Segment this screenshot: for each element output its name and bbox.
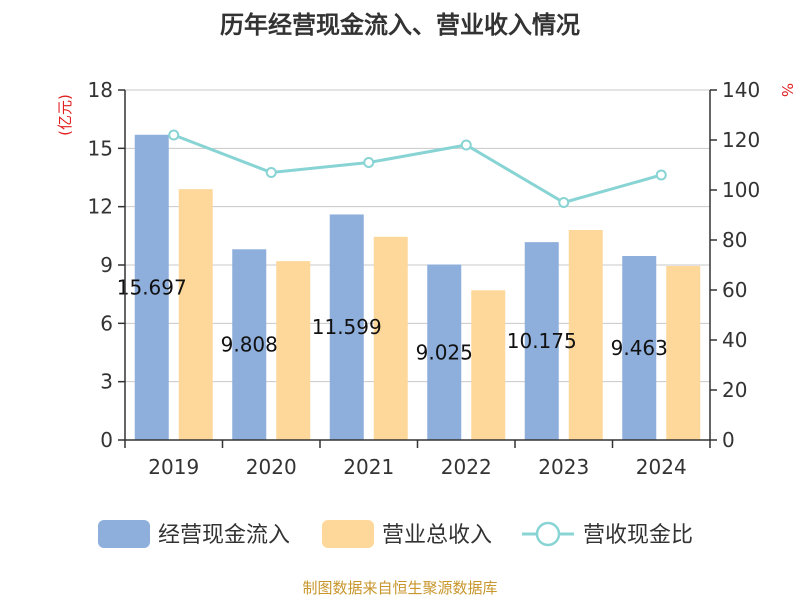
bar-cash-inflow-2022 bbox=[427, 264, 462, 440]
data-label-cash-inflow-2020: 9.808 bbox=[221, 333, 278, 357]
y-left-tick-label: 12 bbox=[88, 195, 113, 219]
legend-swatch-revenue bbox=[322, 520, 374, 548]
data-label-cash-inflow-2022: 9.025 bbox=[416, 340, 473, 364]
y-right-tick-label: 120 bbox=[722, 128, 760, 152]
y-right-axis-label: % bbox=[778, 83, 796, 97]
y-left-tick-label: 18 bbox=[88, 78, 113, 102]
bar-cash-inflow-2023 bbox=[524, 242, 559, 440]
data-label-cash-inflow-2019: 15.697 bbox=[117, 275, 187, 299]
bar-revenue-2023 bbox=[568, 230, 603, 440]
legend-label-ratio: 营收现金比 bbox=[583, 523, 693, 548]
bar-revenue-2019 bbox=[178, 189, 213, 440]
bar-cash-inflow-2024 bbox=[622, 255, 657, 440]
point-ratio-2022 bbox=[460, 139, 472, 151]
y-right-tick-label: 140 bbox=[722, 78, 760, 102]
bar-cash-inflow-2021 bbox=[329, 214, 364, 440]
chart-title: 历年经营现金流入、营业收入情况 bbox=[220, 11, 580, 39]
x-tick-label-2024: 2024 bbox=[636, 455, 687, 479]
x-tick-label-2020: 2020 bbox=[246, 455, 297, 479]
bars bbox=[134, 134, 701, 440]
y-left-tick-label: 0 bbox=[100, 428, 113, 452]
point-ratio-2021 bbox=[363, 157, 375, 168]
y-left-tick-label: 6 bbox=[100, 311, 113, 335]
y-left-tick-labels: 0 3 6 9 12 15 18 bbox=[88, 78, 113, 452]
bar-cash-inflow-2019 bbox=[134, 134, 169, 440]
y-right-tick-label: 40 bbox=[722, 328, 747, 352]
y-right-tick-label: 60 bbox=[722, 278, 747, 302]
x-tick-label-2023: 2023 bbox=[538, 455, 589, 479]
data-label-cash-inflow-2023: 10.175 bbox=[507, 329, 577, 353]
bar-cash-inflow-2020 bbox=[232, 249, 267, 440]
x-tick-label-2021: 2021 bbox=[343, 455, 394, 479]
legend-swatch-cash-inflow bbox=[98, 520, 150, 548]
x-tick-label-2022: 2022 bbox=[441, 455, 492, 479]
data-label-cash-inflow-2024: 9.463 bbox=[611, 336, 668, 360]
line-series bbox=[168, 129, 667, 208]
y-right-tick-label: 20 bbox=[722, 378, 747, 402]
y-right-tick-label: 80 bbox=[722, 228, 747, 252]
data-label-cash-inflow-2021: 11.599 bbox=[312, 315, 382, 339]
y-right-tick-labels: 0 20 40 60 80 100 120 140 bbox=[722, 78, 760, 452]
bar-revenue-2020 bbox=[276, 261, 311, 440]
x-tick-labels: 2019 2020 2021 2022 2023 2024 bbox=[148, 455, 686, 479]
y-right-tick-label: 100 bbox=[722, 178, 760, 202]
legend-label-cash-inflow: 经营现金流入 bbox=[158, 523, 290, 548]
bar-revenue-2021 bbox=[373, 236, 408, 440]
point-ratio-2019 bbox=[168, 129, 180, 141]
y-left-tick-label: 3 bbox=[100, 370, 113, 394]
grid-lines bbox=[125, 89, 710, 441]
bar-data-labels: 15.697 9.808 11.599 9.025 10.175 9.463 bbox=[117, 275, 668, 364]
line-ratio bbox=[173, 133, 662, 205]
legend-label-revenue: 营业总收入 bbox=[382, 523, 492, 548]
axes bbox=[118, 89, 717, 448]
x-tick-label-2019: 2019 bbox=[148, 455, 199, 479]
point-ratio-2020 bbox=[265, 167, 277, 178]
point-ratio-2024 bbox=[655, 169, 667, 181]
legend-marker-ratio bbox=[535, 521, 561, 547]
y-left-tick-label: 15 bbox=[88, 136, 113, 160]
bar-revenue-2022 bbox=[471, 290, 506, 440]
point-ratio-2023 bbox=[558, 197, 570, 208]
bar-revenue-2024 bbox=[666, 265, 701, 440]
y-left-axis-label: (亿元) bbox=[56, 94, 74, 136]
y-left-tick-label: 9 bbox=[100, 253, 113, 277]
y-right-tick-label: 0 bbox=[722, 428, 735, 452]
source-note: 制图数据来自恒生聚源数据库 bbox=[302, 579, 497, 597]
legend: 经营现金流入 营业总收入 营收现金比 bbox=[98, 520, 693, 548]
